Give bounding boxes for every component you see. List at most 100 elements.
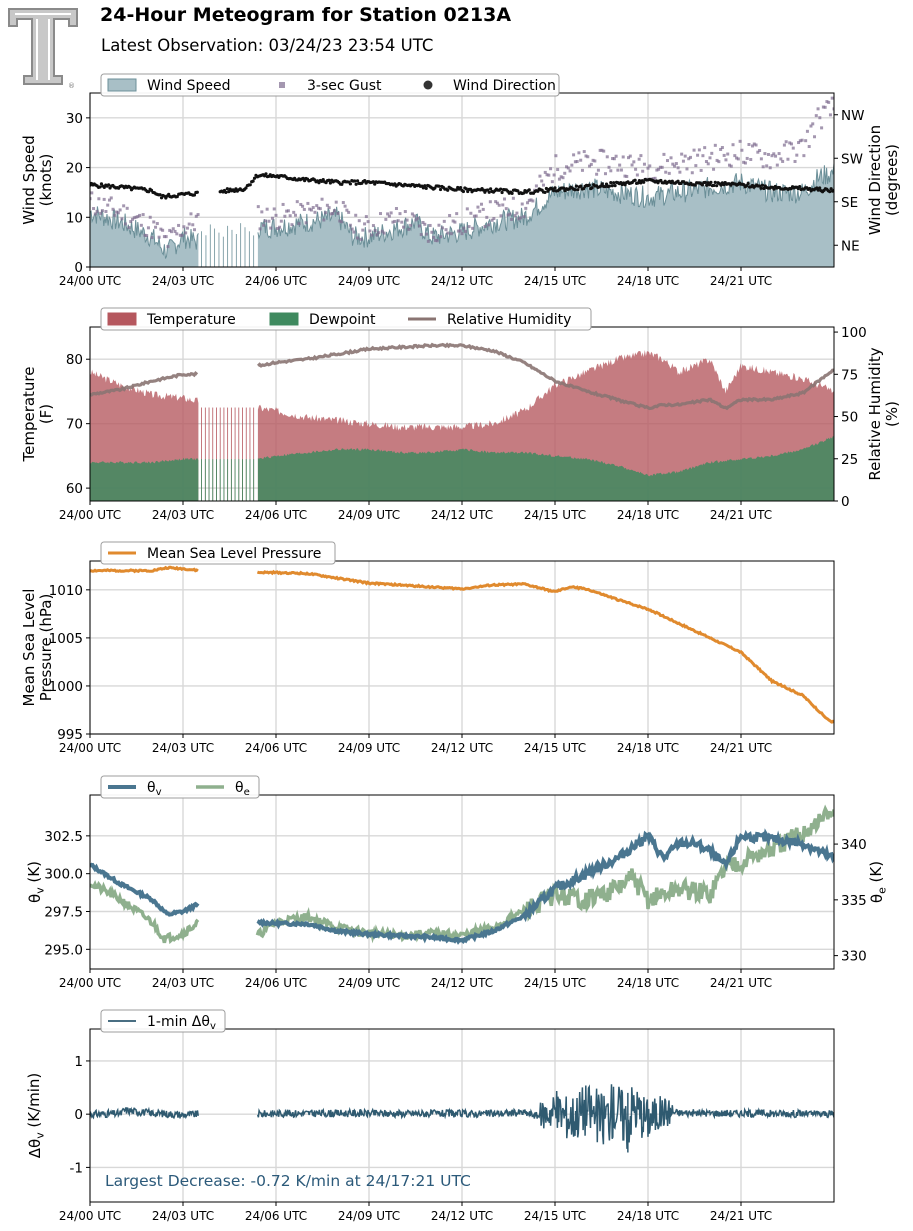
gust-point	[301, 204, 305, 208]
x-tick-label: 24/06 UTC	[245, 741, 307, 755]
gust-point	[456, 229, 460, 233]
gust-point	[421, 220, 425, 224]
gust-point	[93, 212, 97, 216]
gust-point	[545, 173, 549, 177]
wind-direction-point	[762, 186, 766, 191]
gust-point	[340, 220, 344, 224]
wind-direction-point	[423, 184, 427, 188]
gust-point	[775, 163, 779, 167]
y-tick-label: 10	[66, 210, 83, 226]
gust-point	[472, 214, 476, 218]
panel-1: 24/00 UTC 24/03 UTC 24/06 UTC 24/09 UTC 24/1…	[20, 73, 901, 288]
gust-point	[145, 234, 149, 238]
gust-point	[99, 211, 103, 215]
wind-direction-point	[340, 182, 344, 186]
wind-direction-point	[604, 182, 609, 186]
gust-point	[90, 197, 92, 201]
gust-point	[465, 207, 469, 211]
gust-point	[743, 161, 747, 165]
legend-label: θe​	[235, 780, 250, 798]
gust-point	[107, 198, 111, 202]
gust-point	[373, 229, 377, 233]
x-tick-label: 24/03 UTC	[152, 976, 214, 990]
gust-point	[588, 164, 592, 168]
wind-direction-point	[693, 183, 697, 187]
gust-point	[561, 176, 565, 180]
gust-point	[95, 209, 99, 213]
gust-point	[756, 150, 760, 154]
gust-point	[559, 175, 563, 179]
gust-point	[611, 157, 615, 161]
gust-point	[805, 129, 809, 133]
gust-point	[678, 170, 682, 174]
gust-point	[386, 212, 390, 216]
gust-point	[596, 168, 600, 172]
wind-direction-point	[328, 181, 332, 185]
gust-point	[425, 232, 429, 236]
gust-point	[100, 209, 104, 213]
gust-point	[667, 171, 671, 175]
gust-point	[168, 228, 172, 232]
y-tick-label: 0	[74, 1107, 83, 1123]
gust-point	[511, 196, 515, 200]
gust-point	[416, 216, 420, 220]
gust-point	[348, 223, 352, 227]
gust-point	[818, 116, 822, 120]
gust-point	[471, 226, 475, 230]
legend: Temperature Dewpoint Relative Humidity	[100, 307, 592, 331]
x-tick-label: 24/18 UTC	[617, 274, 679, 288]
x-tick-label: 24/15 UTC	[524, 976, 586, 990]
gust-point	[763, 152, 767, 156]
gust-point	[292, 210, 296, 214]
gust-point	[148, 215, 152, 219]
wind-direction-point	[829, 187, 833, 191]
gust-point	[90, 191, 94, 195]
legend-swatch	[423, 80, 433, 90]
gust-point	[256, 205, 260, 209]
gust-point	[359, 237, 363, 241]
gust-point	[417, 224, 421, 228]
y-axis-label: Δθv​ (K/min)	[25, 1073, 47, 1159]
legend-swatch	[107, 78, 137, 92]
gust-point	[435, 239, 439, 243]
gust-point	[779, 157, 783, 161]
gust-point	[97, 197, 101, 201]
wind-direction-point	[355, 179, 360, 183]
legend-label: 3-sec Gust	[307, 78, 382, 94]
gust-point	[285, 209, 289, 213]
wind-direction-point	[486, 188, 490, 192]
gust-point	[274, 213, 278, 217]
gust-point	[483, 225, 487, 229]
wind-direction-point	[574, 184, 579, 188]
gust-point	[331, 211, 335, 215]
gust-point	[550, 180, 554, 184]
gust-point	[627, 156, 631, 160]
gust-point	[742, 160, 746, 164]
gust-point	[735, 156, 739, 160]
y2-tick-label: SW	[841, 151, 863, 167]
gust-point	[704, 160, 708, 164]
gust-point	[338, 219, 342, 223]
gust-point	[637, 157, 641, 161]
x-tick-label: 24/15 UTC	[524, 1209, 586, 1223]
gust-point	[589, 162, 593, 166]
gust-point	[332, 209, 336, 213]
gust-point	[804, 139, 808, 143]
y-axis-label: θv​ (K)	[25, 861, 47, 903]
y-axis-label: (knots)	[37, 154, 55, 207]
gust-point	[543, 170, 547, 174]
wind-direction-point	[227, 190, 231, 194]
gust-point	[329, 212, 333, 216]
gust-point	[642, 162, 646, 166]
legend-box	[100, 1009, 226, 1033]
x-tick-label: 24/00 UTC	[59, 976, 121, 990]
logo-registered-mark: ®	[68, 82, 75, 90]
gust-point	[786, 157, 790, 161]
gust-point	[547, 173, 551, 177]
gust-point	[674, 162, 678, 166]
legend-label: Mean Sea Level Pressure	[147, 546, 321, 562]
gust-point	[391, 220, 395, 224]
gust-point	[534, 184, 538, 188]
gust-point	[653, 176, 657, 180]
double-t-logo-icon: ®	[8, 8, 78, 90]
